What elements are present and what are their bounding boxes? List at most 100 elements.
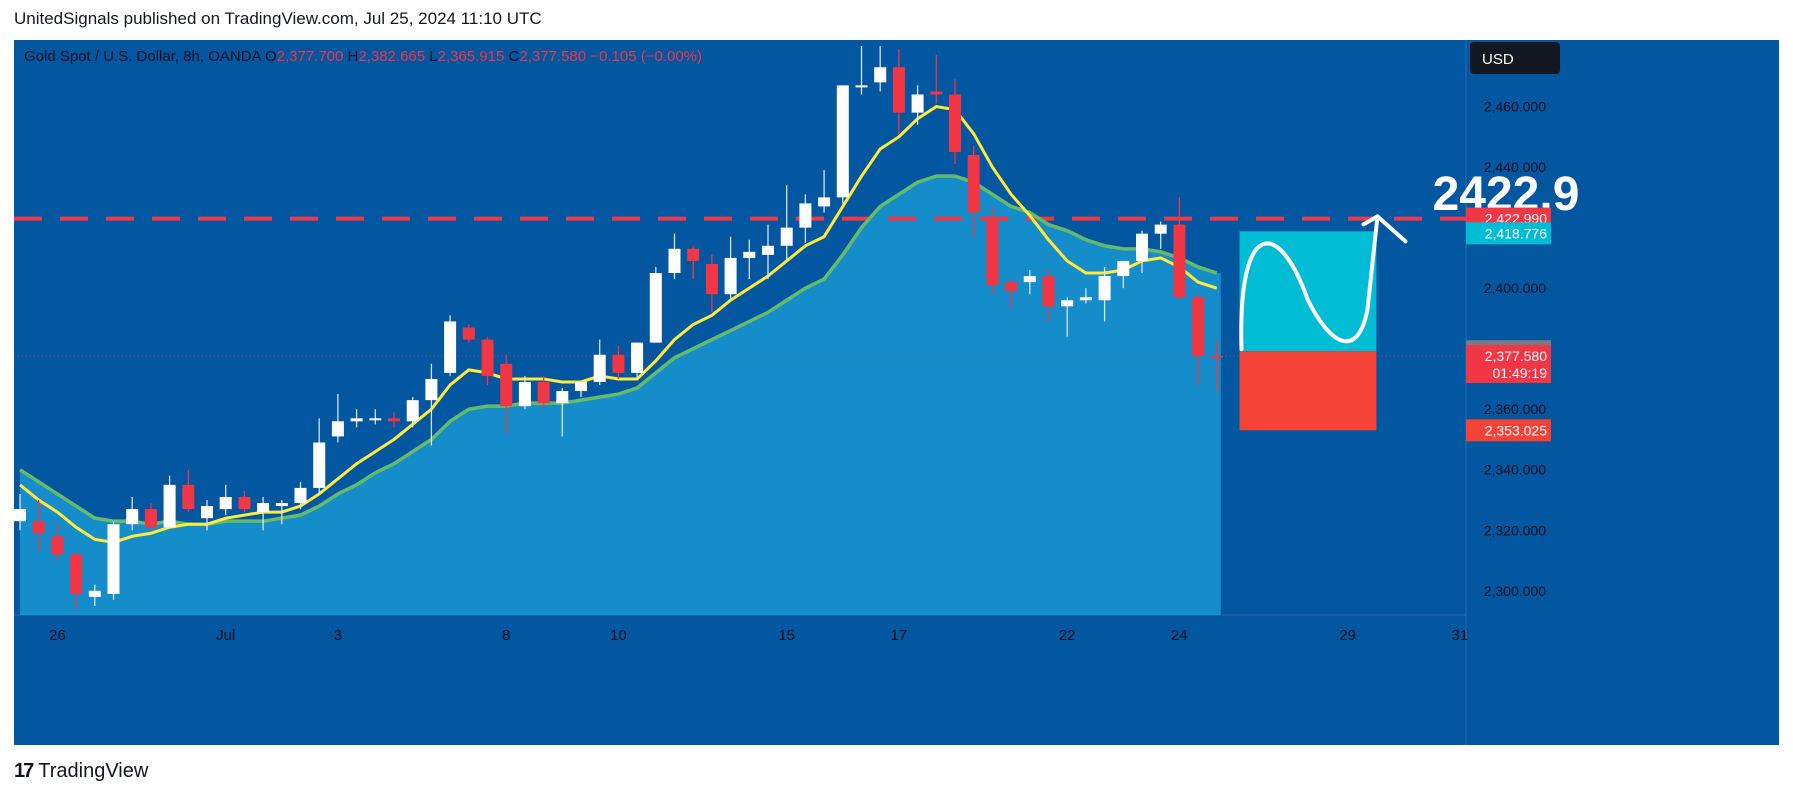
price-label-text: 2,377.580 (1485, 348, 1547, 364)
candle-bull[interactable] (406, 400, 419, 422)
candle-bull[interactable] (649, 273, 662, 343)
candle-bear[interactable] (537, 381, 550, 404)
candle-bull[interactable] (743, 251, 756, 258)
candle-bull[interactable] (257, 503, 270, 513)
candle-bear[interactable] (1042, 276, 1055, 307)
candle-bull[interactable] (518, 381, 531, 407)
publish-info-text: UnitedSignals published on TradingView.c… (14, 9, 542, 28)
candle-bull[interactable] (331, 421, 344, 437)
candle-bull[interactable] (762, 245, 774, 255)
tradingview-logo-icon: 17 (14, 760, 34, 782)
candle-bear[interactable] (967, 155, 980, 213)
candle-bear[interactable] (612, 354, 625, 373)
candle-bull[interactable] (556, 391, 569, 404)
symbol-info-line: Gold Spot / U.S. Dollar, 8h, OANDA O2,37… (24, 48, 702, 65)
candle-bull[interactable] (631, 342, 644, 373)
candle-bull[interactable] (425, 378, 438, 401)
candle-bear[interactable] (32, 521, 45, 534)
x-tick-label: 29 (1339, 627, 1356, 644)
candle-bear[interactable] (1005, 282, 1018, 292)
candle-bear[interactable] (70, 554, 83, 594)
candle-bear[interactable] (481, 339, 494, 376)
ema-slow-line (19, 174, 1218, 526)
candle-bull[interactable] (911, 94, 924, 113)
x-tick-label: 24 (1171, 627, 1188, 644)
y-tick-label: 2,440.000 (1484, 159, 1546, 175)
x-tick-label: 22 (1059, 627, 1076, 644)
candle-bull[interactable] (275, 503, 288, 507)
x-tick-label: Jul (216, 627, 235, 644)
drawn-wave-path[interactable] (1239, 214, 1380, 352)
candle-bull[interactable] (88, 590, 101, 597)
candle-bull[interactable] (1098, 276, 1111, 301)
candle-bull[interactable] (1023, 276, 1036, 283)
candle-bull[interactable] (1061, 300, 1074, 307)
candle-bull[interactable] (780, 227, 793, 246)
candle-bull[interactable] (294, 487, 307, 504)
x-tick-label: 15 (778, 627, 795, 644)
countdown-label: 01:49:19 (1493, 365, 1548, 381)
candle-bull[interactable] (1079, 297, 1092, 301)
x-tick-label: 3 (334, 627, 342, 644)
candle-bull[interactable] (444, 321, 457, 373)
candle-bear[interactable] (238, 496, 251, 510)
price-label-badge (1466, 419, 1551, 442)
x-tick-label: 17 (891, 627, 908, 644)
y-tick-label: 2,300.000 (1484, 583, 1546, 599)
y-tick-label: 2,400.000 (1484, 280, 1546, 296)
candle-bull[interactable] (1117, 260, 1130, 277)
candle-bull[interactable] (724, 257, 737, 295)
candle-bear[interactable] (949, 94, 961, 152)
target-zone-box[interactable] (1239, 231, 1377, 352)
candle-bear[interactable] (1210, 355, 1223, 358)
ema-area-fill (20, 176, 1221, 615)
candle-bear[interactable] (51, 536, 64, 555)
candle-bear[interactable] (705, 263, 718, 295)
candle-bear[interactable] (388, 418, 400, 422)
candle-bull[interactable] (818, 197, 831, 207)
candle-bear[interactable] (462, 327, 475, 340)
candle-bull[interactable] (14, 509, 26, 522)
candle-bear[interactable] (500, 363, 513, 407)
x-tick-label: 31 (1452, 627, 1469, 644)
y-tick-label: 2,320.000 (1484, 522, 1546, 538)
chart-area[interactable]: 2422.9 Gold Spot / U.S. Dollar, 8h, OANDA… (14, 40, 1779, 745)
candle-bull[interactable] (163, 484, 176, 528)
candle-bull[interactable] (799, 203, 812, 228)
candle-bull[interactable] (593, 354, 606, 382)
candle-bear[interactable] (892, 67, 905, 113)
candle-bull[interactable] (668, 248, 681, 274)
candle-bear[interactable] (1173, 224, 1186, 298)
candle-bear[interactable] (1192, 297, 1205, 357)
candle-bear[interactable] (144, 509, 157, 528)
candle-bull[interactable] (107, 524, 120, 594)
candle-bull[interactable] (350, 418, 363, 422)
candle-bull[interactable] (219, 496, 232, 510)
candle-bull[interactable] (1136, 233, 1148, 261)
candle-bull[interactable] (836, 85, 849, 198)
candle-bull[interactable] (369, 418, 382, 421)
footer-brand: TradingView (38, 760, 149, 782)
currency-selector[interactable] (1470, 42, 1560, 74)
candle-bear[interactable] (182, 484, 195, 510)
candle-bull[interactable] (855, 85, 868, 88)
candle-bull[interactable] (126, 509, 139, 525)
price-label-text: 2,353.025 (1485, 422, 1547, 438)
candle-bull[interactable] (1154, 224, 1167, 234)
candle-bear[interactable] (986, 218, 999, 286)
candle-bull[interactable] (313, 442, 326, 488)
y-tick-label: 2,340.000 (1484, 462, 1546, 478)
candle-bear[interactable] (930, 91, 943, 95)
x-tick-label: 26 (49, 627, 66, 644)
candle-bear[interactable] (687, 248, 700, 261)
candle-bull[interactable] (201, 506, 213, 519)
publish-header: UnitedSignals published on TradingView.c… (14, 9, 542, 29)
y-tick-label: 2,460.000 (1484, 99, 1546, 115)
candle-bull[interactable] (575, 381, 587, 392)
x-tick-label: 10 (610, 627, 627, 644)
drawn-arrow-head[interactable] (1361, 214, 1408, 244)
stop-zone-box[interactable] (1239, 351, 1377, 431)
y-tick-label: 2,360.000 (1484, 401, 1546, 417)
candle-bull[interactable] (874, 67, 887, 83)
